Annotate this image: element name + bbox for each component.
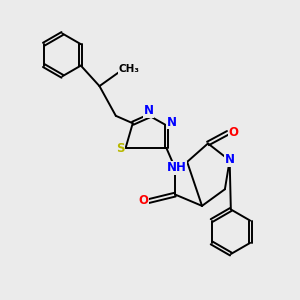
Text: N: N [144,104,154,117]
Text: N: N [167,116,176,129]
Text: O: O [228,126,238,139]
Text: N: N [225,153,235,166]
Text: S: S [116,142,124,155]
Text: CH₃: CH₃ [118,64,139,74]
Text: O: O [139,194,148,207]
Text: NH: NH [167,161,187,174]
